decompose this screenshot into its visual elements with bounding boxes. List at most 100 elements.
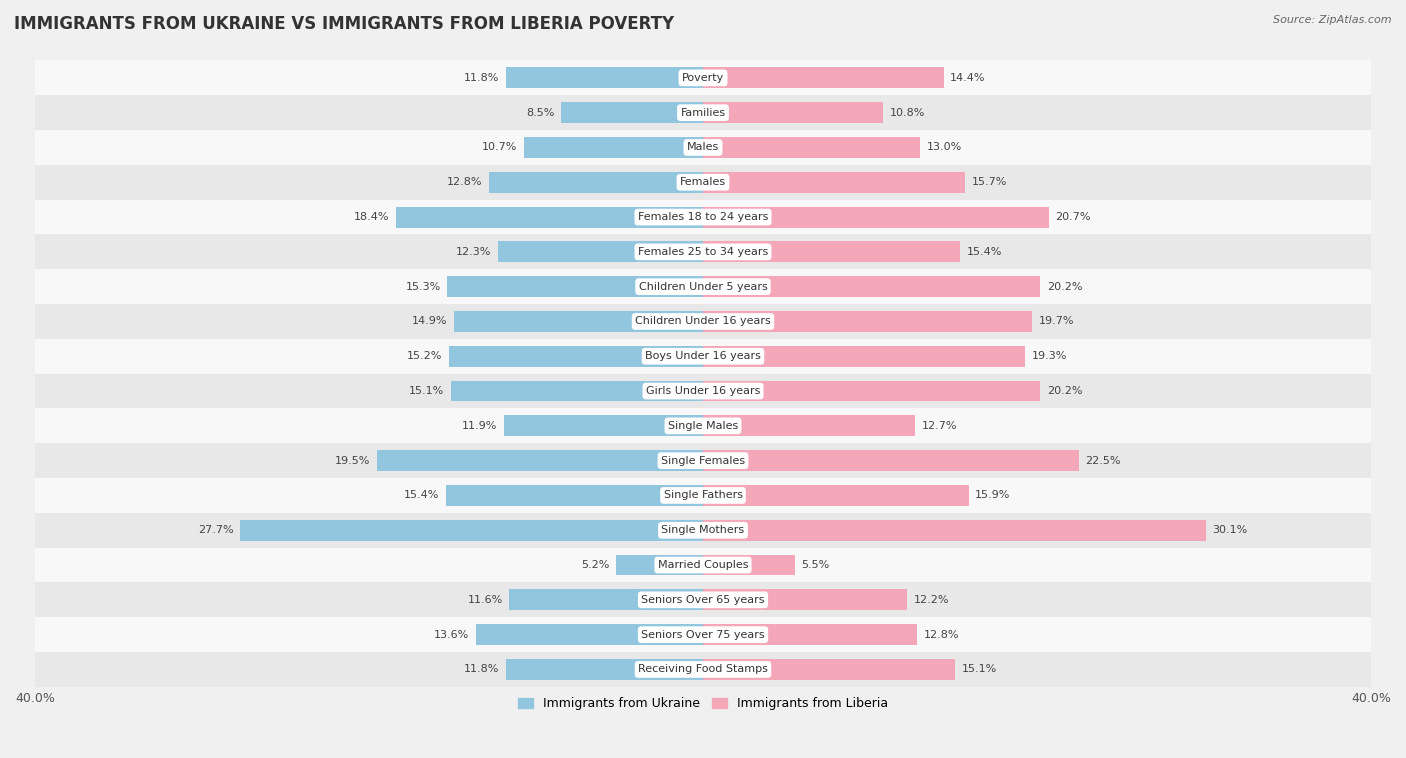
Text: Single Fathers: Single Fathers [664, 490, 742, 500]
Text: 11.8%: 11.8% [464, 73, 499, 83]
Bar [616, 555, 703, 575]
Bar [35, 547, 1371, 582]
Text: Females 18 to 24 years: Females 18 to 24 years [638, 212, 768, 222]
Legend: Immigrants from Ukraine, Immigrants from Liberia: Immigrants from Ukraine, Immigrants from… [513, 692, 893, 715]
Bar [498, 242, 703, 262]
Bar [506, 67, 703, 89]
Text: 14.9%: 14.9% [412, 316, 447, 327]
Text: 12.8%: 12.8% [447, 177, 482, 187]
Text: 10.7%: 10.7% [482, 143, 517, 152]
Bar [35, 443, 1371, 478]
Text: 22.5%: 22.5% [1085, 456, 1121, 465]
Bar [35, 61, 1371, 96]
Text: 14.4%: 14.4% [950, 73, 986, 83]
Text: 5.2%: 5.2% [581, 560, 609, 570]
Text: 30.1%: 30.1% [1212, 525, 1247, 535]
Bar [703, 276, 1040, 297]
Bar [703, 172, 965, 193]
Bar [703, 346, 1025, 367]
Text: Poverty: Poverty [682, 73, 724, 83]
Text: 12.3%: 12.3% [456, 247, 491, 257]
Bar [703, 311, 1032, 332]
Bar [35, 234, 1371, 269]
Bar [524, 137, 703, 158]
Text: 13.6%: 13.6% [434, 630, 470, 640]
Bar [703, 590, 907, 610]
Bar [35, 269, 1371, 304]
Text: Families: Families [681, 108, 725, 117]
Text: Receiving Food Stamps: Receiving Food Stamps [638, 665, 768, 675]
Text: Source: ZipAtlas.com: Source: ZipAtlas.com [1274, 15, 1392, 25]
Text: Single Mothers: Single Mothers [661, 525, 745, 535]
Text: 18.4%: 18.4% [353, 212, 389, 222]
Text: Boys Under 16 years: Boys Under 16 years [645, 351, 761, 362]
Text: Seniors Over 75 years: Seniors Over 75 years [641, 630, 765, 640]
Bar [377, 450, 703, 471]
Bar [703, 137, 920, 158]
Bar [505, 415, 703, 437]
Text: Single Males: Single Males [668, 421, 738, 431]
Bar [35, 96, 1371, 130]
Bar [509, 590, 703, 610]
Bar [703, 450, 1078, 471]
Bar [35, 617, 1371, 652]
Text: 15.4%: 15.4% [404, 490, 439, 500]
Bar [35, 513, 1371, 547]
Bar [35, 199, 1371, 234]
Bar [703, 381, 1040, 402]
Text: 20.7%: 20.7% [1056, 212, 1091, 222]
Text: 27.7%: 27.7% [198, 525, 233, 535]
Bar [489, 172, 703, 193]
Text: Males: Males [688, 143, 718, 152]
Text: IMMIGRANTS FROM UKRAINE VS IMMIGRANTS FROM LIBERIA POVERTY: IMMIGRANTS FROM UKRAINE VS IMMIGRANTS FR… [14, 15, 675, 33]
Bar [35, 130, 1371, 165]
Bar [240, 520, 703, 540]
Text: 11.8%: 11.8% [464, 665, 499, 675]
Text: Females 25 to 34 years: Females 25 to 34 years [638, 247, 768, 257]
Bar [475, 624, 703, 645]
Bar [447, 276, 703, 297]
Bar [703, 659, 955, 680]
Bar [703, 102, 883, 123]
Text: 15.2%: 15.2% [408, 351, 443, 362]
Bar [35, 304, 1371, 339]
Bar [446, 485, 703, 506]
Bar [561, 102, 703, 123]
Text: 12.7%: 12.7% [922, 421, 957, 431]
Bar [35, 339, 1371, 374]
Bar [35, 409, 1371, 443]
Text: 20.2%: 20.2% [1047, 282, 1083, 292]
Text: Single Females: Single Females [661, 456, 745, 465]
Text: Children Under 5 years: Children Under 5 years [638, 282, 768, 292]
Bar [506, 659, 703, 680]
Text: 12.2%: 12.2% [914, 595, 949, 605]
Text: 5.5%: 5.5% [801, 560, 830, 570]
Text: 15.7%: 15.7% [972, 177, 1007, 187]
Text: 19.5%: 19.5% [335, 456, 371, 465]
Text: 15.4%: 15.4% [967, 247, 1002, 257]
Text: 10.8%: 10.8% [890, 108, 925, 117]
Bar [35, 374, 1371, 409]
Bar [449, 346, 703, 367]
Bar [703, 415, 915, 437]
Bar [35, 582, 1371, 617]
Bar [703, 520, 1206, 540]
Bar [451, 381, 703, 402]
Text: 15.1%: 15.1% [409, 386, 444, 396]
Bar [35, 165, 1371, 199]
Text: 19.7%: 19.7% [1039, 316, 1074, 327]
Bar [703, 207, 1049, 227]
Bar [703, 242, 960, 262]
Text: 11.6%: 11.6% [467, 595, 502, 605]
Text: 8.5%: 8.5% [526, 108, 554, 117]
Bar [395, 207, 703, 227]
Text: Females: Females [681, 177, 725, 187]
Text: 19.3%: 19.3% [1032, 351, 1067, 362]
Text: 12.8%: 12.8% [924, 630, 959, 640]
Text: Seniors Over 65 years: Seniors Over 65 years [641, 595, 765, 605]
Bar [454, 311, 703, 332]
Bar [703, 555, 794, 575]
Text: 15.1%: 15.1% [962, 665, 997, 675]
Text: 15.3%: 15.3% [405, 282, 441, 292]
Bar [703, 67, 943, 89]
